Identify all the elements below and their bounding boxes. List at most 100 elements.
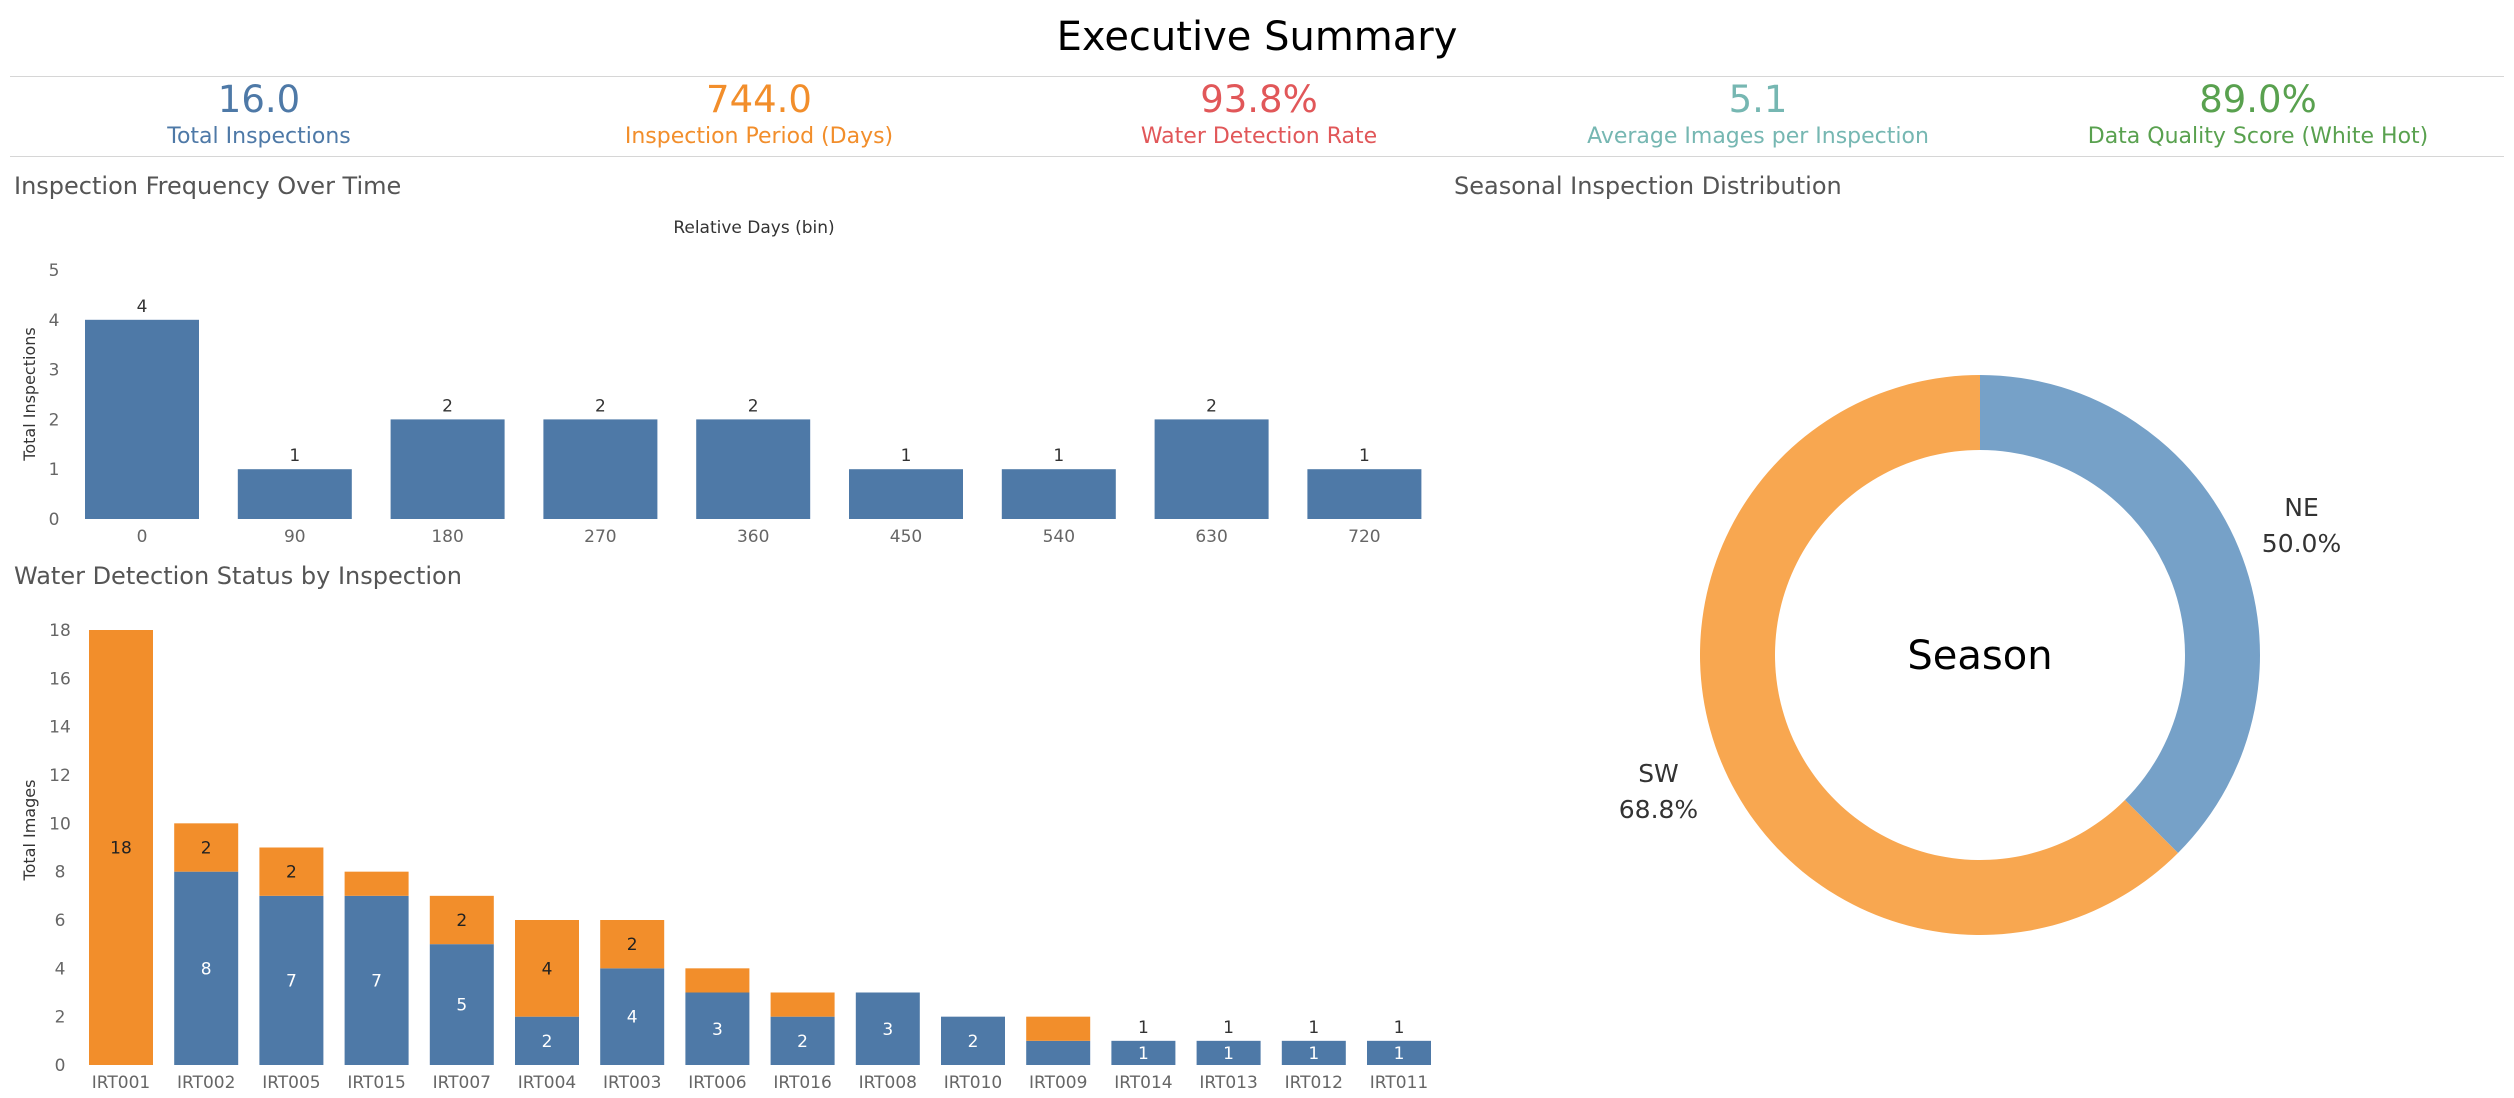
bar	[696, 419, 811, 519]
bar	[849, 469, 963, 519]
page-title: Executive Summary	[1056, 14, 1458, 60]
bar	[1001, 469, 1116, 519]
x-tick-label: 360	[737, 527, 769, 547]
y-axis-title: Total Images	[20, 780, 39, 882]
y-tick-label: 10	[49, 814, 71, 834]
data-label: 3	[712, 1020, 723, 1040]
pie-slice	[1980, 375, 2260, 853]
x-tick-label: 180	[431, 527, 463, 547]
x-tick-label: IRT013	[1199, 1073, 1257, 1093]
data-label: 2	[456, 911, 467, 931]
y-tick-label: 6	[55, 911, 66, 931]
y-tick-label: 14	[49, 718, 71, 738]
x-tick-label: IRT016	[773, 1073, 831, 1093]
data-label: 2	[748, 396, 759, 416]
x-tick-label: IRT012	[1285, 1073, 1343, 1093]
y-axis-title: Total Inspections	[20, 327, 39, 461]
bar-segment	[1367, 1040, 1431, 1065]
data-label: 4	[542, 959, 553, 979]
bar-segment	[770, 992, 835, 1017]
y-tick-label: 16	[49, 669, 71, 689]
y-tick-label: 12	[49, 766, 71, 786]
x-axis-title: Relative Days (bin)	[673, 218, 834, 238]
kpi-value: 744.0	[706, 78, 812, 121]
bar-segment	[600, 968, 665, 1065]
kpi-value: 16.0	[217, 78, 301, 121]
x-tick-label: IRT002	[177, 1073, 235, 1093]
bar-segment	[344, 895, 409, 1065]
seasonal-distribution-chart: NE 50.0% SW 68.8% Season	[1619, 375, 2341, 935]
kpi-label: Water Detection Rate	[1140, 124, 1378, 149]
kpi-label: Data Quality Score (White Hot)	[2087, 124, 2429, 149]
data-label: 5	[456, 996, 467, 1016]
data-label: 4	[627, 1008, 638, 1028]
data-label: 18	[110, 839, 132, 859]
bar-segment	[1111, 1040, 1176, 1065]
data-label: 1	[1138, 1044, 1149, 1064]
x-tick-label: 270	[584, 527, 616, 547]
bar-segment	[174, 823, 239, 872]
data-label: 8	[201, 959, 212, 979]
x-tick-label: IRT014	[1114, 1073, 1172, 1093]
y-tick-label: 8	[55, 863, 66, 883]
data-label: 2	[1206, 396, 1217, 416]
data-label: 2	[968, 1032, 979, 1052]
data-label: 1	[1394, 1044, 1405, 1064]
data-label: 1	[1053, 446, 1064, 466]
bar-segment	[1026, 1040, 1091, 1065]
data-label: 4	[137, 297, 148, 317]
x-tick-label: IRT003	[603, 1073, 661, 1093]
kpi-value: 93.8%	[1200, 78, 1318, 121]
bar-segment	[515, 920, 579, 1017]
x-tick-label: 450	[890, 527, 922, 547]
header-divider	[10, 76, 2504, 77]
x-tick-label: IRT011	[1370, 1073, 1428, 1093]
bar	[543, 419, 658, 519]
bar	[85, 319, 199, 519]
kpi-inspection-period: 744.0 Inspection Period (Days)	[509, 78, 1009, 152]
x-tick-label: IRT006	[688, 1073, 746, 1093]
slice-percent: 50.0%	[2262, 529, 2341, 558]
bar-segment	[1026, 1016, 1091, 1041]
data-label: 2	[442, 396, 453, 416]
data-label: 7	[286, 971, 297, 991]
bar	[390, 419, 505, 519]
bar-segment	[429, 895, 494, 945]
data-label: 1	[1223, 1044, 1234, 1064]
kpi-label: Average Images per Inspection	[1587, 124, 1929, 149]
x-tick-label: 720	[1348, 527, 1380, 547]
x-tick-label: IRT005	[262, 1073, 320, 1093]
y-tick-label: 1	[49, 460, 60, 480]
x-tick-label: 630	[1195, 527, 1227, 547]
x-tick-label: 540	[1043, 527, 1075, 547]
water-detection-chart: Total Images02468101214161818IRT00182IRT…	[20, 621, 1431, 1093]
y-tick-label: 0	[55, 1056, 66, 1076]
kpi-label: Total Inspections	[167, 124, 351, 149]
bar-segment	[89, 630, 153, 1065]
bar-segment	[685, 992, 750, 1065]
bar-segment	[344, 871, 409, 896]
bar-segment	[685, 968, 750, 993]
data-label: 1	[1138, 1018, 1149, 1038]
data-label: 2	[797, 1032, 808, 1052]
bar-segment	[600, 920, 665, 969]
y-tick-label: 18	[49, 621, 71, 641]
slice-label: SW	[1638, 759, 1679, 788]
bar-segment	[941, 1016, 1005, 1065]
data-label: 1	[1308, 1044, 1319, 1064]
kpi-total-inspections: 16.0 Total Inspections	[9, 78, 509, 152]
kpi-average-images: 5.1 Average Images per Inspection	[1508, 78, 2008, 152]
y-tick-label: 4	[49, 311, 60, 331]
data-label: 1	[901, 446, 912, 466]
water-chart-title: Water Detection Status by Inspection	[14, 562, 462, 590]
y-tick-label: 2	[49, 410, 60, 430]
bar-segment	[429, 944, 494, 1065]
bar-segment	[259, 895, 324, 1065]
y-tick-label: 4	[55, 959, 66, 979]
x-tick-label: 90	[284, 527, 306, 547]
y-tick-label: 2	[55, 1008, 66, 1028]
x-tick-label: IRT009	[1029, 1073, 1087, 1093]
data-label: 2	[542, 1032, 553, 1052]
kpi-label: Inspection Period (Days)	[624, 124, 894, 149]
x-tick-label: 0	[137, 527, 148, 547]
